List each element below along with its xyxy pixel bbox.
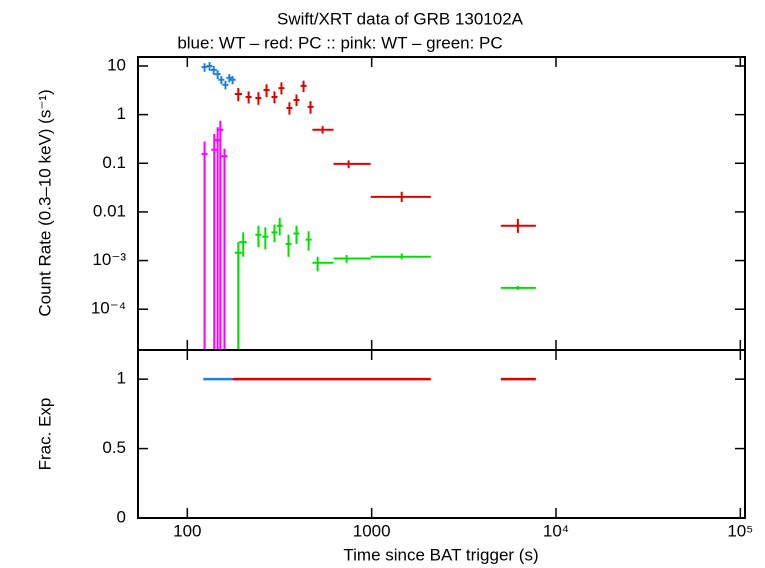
data-point <box>221 148 228 350</box>
data-point <box>278 82 285 95</box>
data-point <box>262 227 269 250</box>
y-tick-label: 0.5 <box>102 438 126 457</box>
data-point <box>255 225 262 248</box>
y-tick-label: 1 <box>117 104 126 123</box>
y-tick-label: 10 <box>107 55 126 74</box>
data-point <box>222 81 229 90</box>
data-point <box>293 225 300 244</box>
data-point <box>293 94 300 107</box>
x-tick-label: 10⁵ <box>727 521 753 540</box>
data-point <box>285 234 292 257</box>
data-point <box>271 224 278 243</box>
data-point <box>370 253 431 260</box>
data-point <box>263 84 270 98</box>
y-tick-label: 0.1 <box>102 153 126 172</box>
data-point <box>286 102 293 115</box>
y-tick-label: 10⁻⁴ <box>91 299 126 318</box>
x-axis-label: Time since BAT trigger (s) <box>343 545 538 564</box>
data-point <box>201 63 208 72</box>
y-axis-label: Frac. Exp <box>35 398 54 471</box>
data-point <box>210 65 217 75</box>
data-point <box>333 255 371 263</box>
plot-frame <box>137 349 746 519</box>
plot-area <box>201 62 536 350</box>
data-point <box>300 80 307 93</box>
data-point <box>214 70 221 80</box>
data-point <box>217 120 224 350</box>
y-tick-label: 10⁻³ <box>92 250 126 269</box>
data-point <box>305 231 312 251</box>
x-tick-label: 10⁴ <box>543 521 569 540</box>
y-tick-label: 0.01 <box>93 201 126 220</box>
data-point <box>500 285 536 290</box>
data-point <box>333 160 371 169</box>
data-point <box>500 218 536 233</box>
data-point <box>370 191 431 202</box>
data-point <box>312 256 334 272</box>
x-tick-label: 100 <box>173 521 201 540</box>
data-point <box>229 76 236 85</box>
data-point <box>226 74 233 83</box>
data-point <box>307 101 314 114</box>
y-tick-label: 1 <box>117 369 126 388</box>
data-point <box>218 76 225 85</box>
chart-subtitle: blue: WT – red: PC :: pink: WT – green: … <box>177 33 502 52</box>
data-point <box>271 91 278 104</box>
data-point <box>245 91 252 104</box>
data-point <box>234 88 243 102</box>
x-tick-label: 1000 <box>353 521 391 540</box>
data-point <box>206 62 213 71</box>
data-point <box>255 92 262 105</box>
y-tick-label: 0 <box>117 507 126 526</box>
data-point <box>201 141 208 350</box>
plot-frame <box>137 56 746 351</box>
chart-title: Swift/XRT data of GRB 130102A <box>277 9 524 28</box>
y-axis-label: Count Rate (0.3–10 keV) (s⁻¹) <box>35 89 54 316</box>
data-point <box>239 232 247 257</box>
data-point <box>276 217 283 236</box>
data-point <box>234 242 243 350</box>
data-point <box>312 126 334 134</box>
data-point <box>211 133 218 350</box>
